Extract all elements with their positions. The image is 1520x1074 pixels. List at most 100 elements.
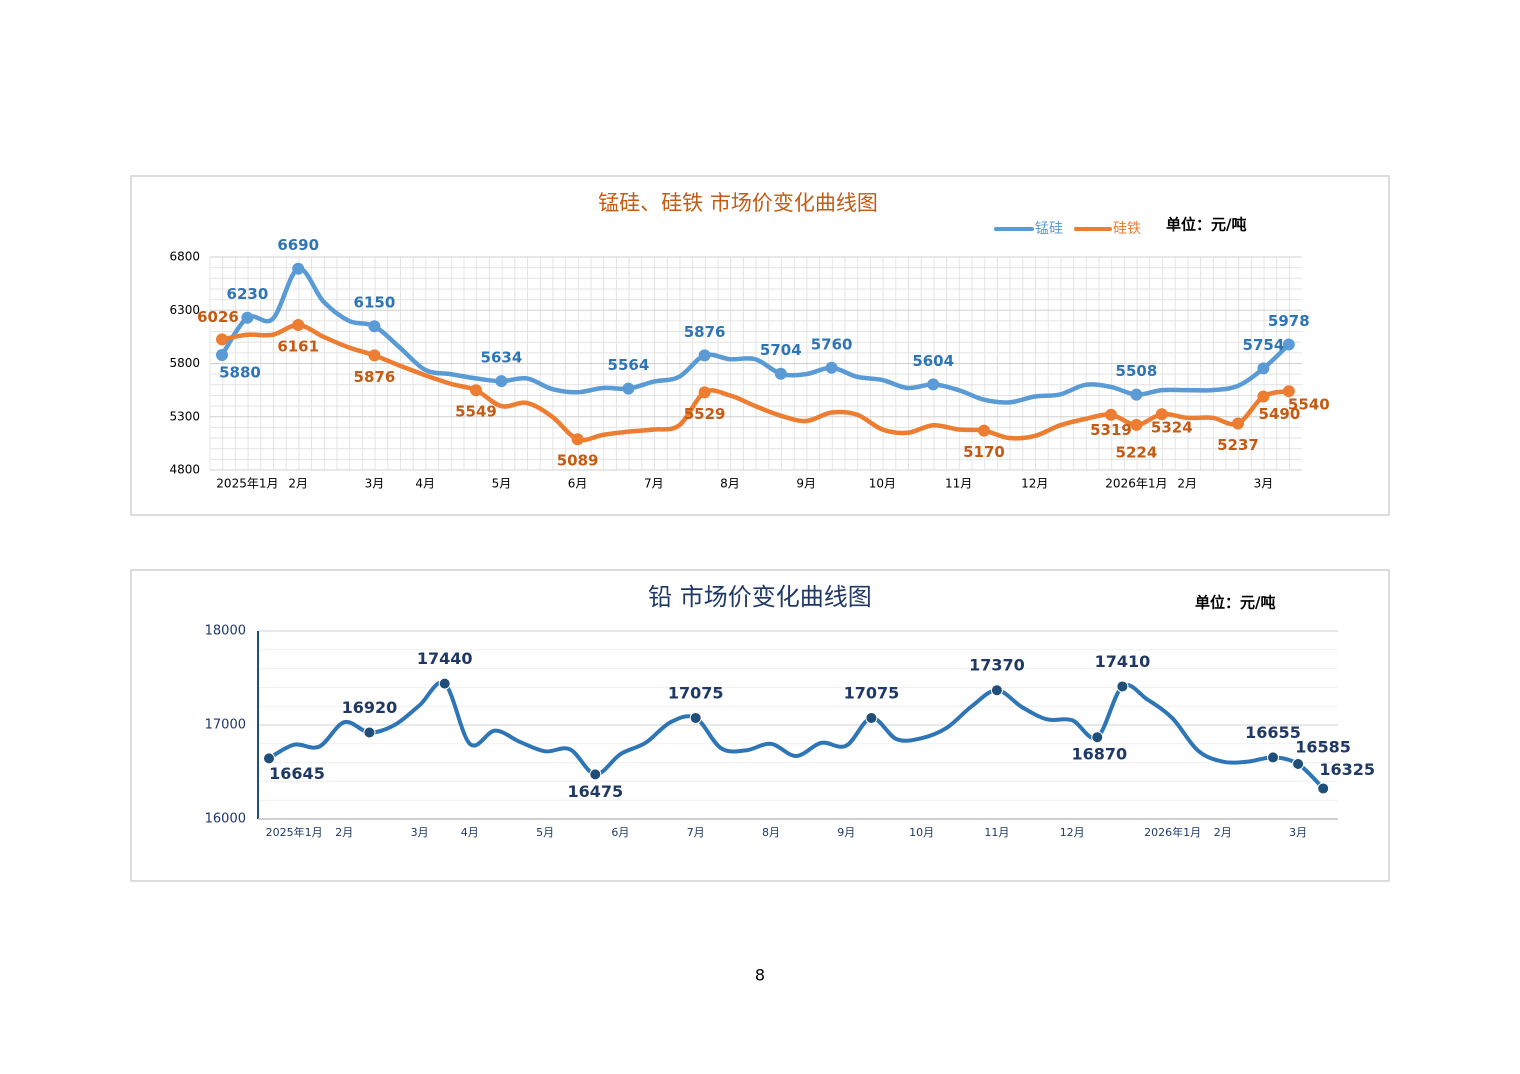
point	[263, 752, 275, 765]
data-label: 5704	[760, 341, 802, 359]
point	[1257, 362, 1270, 375]
data-label: 16655	[1245, 723, 1301, 742]
data-label: 17440	[417, 649, 473, 668]
point	[470, 384, 482, 397]
data-label: 6026	[197, 308, 239, 326]
data-label: 5634	[481, 349, 523, 367]
data-label: 5876	[354, 368, 396, 386]
x-tick-label: 10月	[869, 477, 896, 491]
point	[363, 726, 376, 739]
data-label: 6690	[277, 236, 319, 254]
legend-label: 硅铁	[1113, 221, 1141, 237]
point	[1105, 408, 1117, 421]
point	[1317, 782, 1330, 795]
unit-label: 单位：元/吨	[1166, 216, 1246, 234]
x-tick-label: 8月	[720, 477, 740, 491]
point	[698, 386, 711, 399]
y-tick-label: 6300	[169, 303, 200, 317]
point	[1292, 758, 1305, 771]
y-tick-label: 17000	[205, 718, 246, 733]
chart-title: 铅 市场价变化曲线图	[648, 583, 872, 611]
data-label: 6150	[354, 294, 396, 312]
data-label: 16870	[1071, 745, 1127, 764]
data-label: 5490	[1259, 405, 1301, 423]
data-label: 16475	[567, 782, 623, 801]
data-label: 5224	[1116, 443, 1158, 461]
x-tick-label: 3月	[365, 477, 385, 491]
point	[774, 367, 787, 380]
point	[368, 349, 381, 362]
x-tick-label: 11月	[984, 826, 1009, 839]
x-tick-label: 6月	[568, 477, 588, 491]
x-tick-label: 2月	[1177, 477, 1197, 491]
x-tick-label: 5月	[536, 826, 554, 839]
data-label: 5529	[684, 405, 726, 423]
point	[1116, 680, 1129, 693]
point	[622, 382, 635, 395]
point	[689, 711, 702, 724]
point	[1155, 408, 1168, 421]
x-tick-label: 12月	[1060, 826, 1085, 839]
legend-label: 锰硅	[1035, 221, 1063, 237]
y-tick-label: 5800	[169, 356, 200, 370]
x-tick-label: 2025年1月	[266, 825, 323, 839]
point	[438, 677, 451, 690]
y-tick-label: 16000	[205, 812, 246, 827]
data-label: 16645	[269, 764, 325, 783]
x-tick-label: 2月	[1214, 826, 1232, 839]
x-tick-label: 4月	[415, 477, 435, 491]
point	[927, 378, 940, 391]
data-label: 5564	[608, 356, 650, 374]
point	[216, 333, 228, 346]
point	[1282, 385, 1295, 398]
data-label: 5604	[912, 352, 954, 370]
point	[368, 320, 381, 333]
point	[241, 311, 254, 324]
x-tick-label: 3月	[1289, 826, 1307, 839]
point	[1257, 390, 1270, 403]
point	[571, 433, 584, 446]
point	[865, 711, 878, 724]
x-tick-label: 9月	[796, 477, 816, 491]
page-number: 8	[755, 966, 765, 985]
point	[1130, 388, 1143, 401]
point	[1267, 751, 1279, 764]
y-tick-label: 18000	[205, 624, 246, 639]
x-tick-label: 2025年1月	[216, 477, 278, 491]
data-label: 5549	[455, 403, 497, 421]
x-tick-label: 3月	[1254, 477, 1274, 491]
data-label: 5876	[684, 323, 726, 341]
point	[292, 262, 305, 275]
data-label: 16325	[1319, 760, 1375, 779]
data-label: 5508	[1116, 362, 1158, 380]
data-label: 16585	[1295, 738, 1351, 757]
x-tick-label: 4月	[461, 826, 479, 839]
point	[1130, 418, 1143, 431]
data-label: 5754	[1243, 336, 1285, 354]
x-tick-label: 8月	[762, 826, 780, 839]
x-tick-label: 2月	[335, 826, 353, 839]
point	[292, 319, 305, 332]
x-tick-label: 7月	[687, 826, 705, 839]
x-tick-label: 10月	[909, 826, 934, 839]
point	[1282, 338, 1295, 351]
data-label: 16920	[342, 698, 398, 717]
x-tick-label: 9月	[837, 826, 855, 839]
x-tick-label: 6月	[611, 826, 629, 839]
x-tick-label: 2月	[288, 477, 308, 491]
y-tick-label: 5300	[169, 409, 200, 423]
data-label: 17410	[1095, 652, 1151, 671]
data-label: 5170	[963, 443, 1005, 461]
line	[220, 266, 1291, 405]
unit-label: 单位：元/吨	[1195, 594, 1275, 612]
x-tick-label: 11月	[945, 477, 972, 491]
point	[825, 361, 838, 374]
data-label: 6161	[277, 338, 319, 356]
data-label: 17370	[969, 656, 1025, 675]
point	[1232, 417, 1244, 430]
point	[495, 375, 508, 388]
x-tick-label: 2026年1月	[1144, 825, 1201, 839]
x-tick-label: 7月	[644, 477, 664, 491]
point	[216, 348, 228, 361]
